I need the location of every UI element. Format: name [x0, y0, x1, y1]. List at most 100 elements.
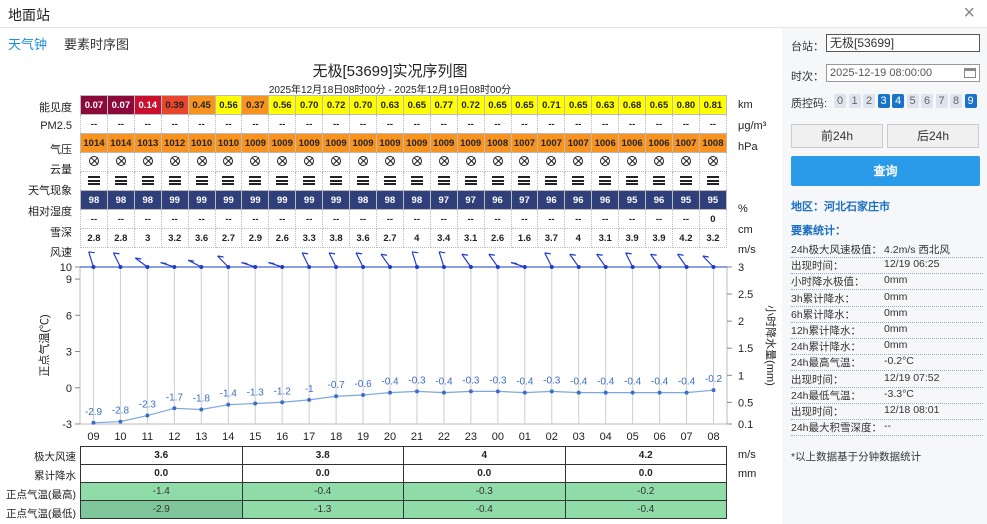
- pressure-cell: 1014: [80, 133, 108, 153]
- fog-icon: [679, 176, 692, 186]
- humidity-cell: 98: [349, 190, 377, 210]
- pressure-cell: 1006: [618, 133, 647, 153]
- cloud-cover-icon: [627, 155, 638, 166]
- temperature-point: [226, 402, 231, 407]
- cloud-cell: [160, 152, 189, 172]
- pm25-cell: --: [564, 114, 593, 134]
- tab-element-timeseries[interactable]: 要素时序图: [64, 37, 130, 52]
- qc-code-toggle[interactable]: 4: [892, 94, 904, 108]
- fog-icon: [168, 176, 181, 186]
- pressure-cell: 1007: [564, 133, 593, 153]
- qc-code-toggle[interactable]: 5: [906, 94, 919, 108]
- snow-cell: --: [349, 209, 377, 229]
- y2-tick-label: 1.5: [738, 343, 753, 355]
- pm25-cell: --: [160, 114, 189, 134]
- qc-code-toggle[interactable]: 8: [950, 94, 962, 108]
- humidity-cell: 99: [214, 190, 243, 210]
- next-24h-button[interactable]: 后24h: [887, 124, 979, 148]
- qc-code-toggle[interactable]: 3: [877, 94, 890, 108]
- humidity-cell: 97: [429, 190, 458, 210]
- weather-cell: [618, 171, 647, 191]
- fog-icon: [437, 176, 450, 186]
- temperature-point: [684, 390, 689, 395]
- row-label: PM2.5: [40, 119, 72, 132]
- x-tick-label: 03: [573, 431, 585, 443]
- summary-cell: -0.4: [241, 482, 404, 501]
- weather-cell: [402, 171, 431, 191]
- cloud-cell: [106, 152, 135, 172]
- temperature-point: [118, 419, 123, 424]
- pressure-cell: 1009: [268, 133, 297, 153]
- weather-cell: [187, 171, 216, 191]
- summary-cell: 0.0: [564, 464, 727, 483]
- time-input[interactable]: 2025-12-19 08:00:00: [826, 64, 980, 82]
- qc-code-toggle[interactable]: 6: [921, 94, 933, 108]
- close-icon[interactable]: ×: [963, 2, 975, 24]
- summary-cell: 3.8: [241, 446, 404, 465]
- wind-barb-dot: [253, 265, 258, 269]
- fog-icon: [706, 176, 719, 186]
- x-tick-label: 15: [249, 431, 261, 443]
- wind-barb-feather: [412, 251, 419, 254]
- wind-barb-feather: [188, 259, 195, 262]
- snow-cell: --: [618, 209, 647, 229]
- wind-barb-feather: [113, 252, 120, 255]
- wind-barb: [187, 259, 202, 268]
- fog-icon: [276, 176, 289, 186]
- cloud-cover-icon: [384, 155, 395, 166]
- wind-barb-feather: [544, 252, 551, 255]
- snow-cell: --: [483, 209, 512, 229]
- wind-cell: 4: [564, 228, 593, 248]
- cloud-cell: [241, 152, 270, 172]
- qc-code-toggle[interactable]: 0: [834, 94, 846, 108]
- qc-code-toggle[interactable]: 2: [863, 94, 875, 108]
- humidity-cell: 98: [402, 190, 431, 210]
- weather-cell: [80, 171, 108, 191]
- visibility-cell: 0.56: [268, 95, 297, 115]
- stat-key: 小时降水极值：: [791, 276, 865, 289]
- query-button[interactable]: 查询: [791, 156, 980, 186]
- x-tick-label: 19: [357, 431, 369, 443]
- temperature-point: [388, 390, 393, 395]
- pm25-cell: --: [80, 114, 108, 134]
- wind-cell: 3.9: [645, 228, 673, 248]
- temperature-data-label: -1: [305, 384, 314, 395]
- humidity-cell: 99: [268, 190, 297, 210]
- stat-value: 0mm: [884, 323, 908, 335]
- fog-icon: [545, 176, 558, 186]
- wind-barb-dot: [307, 265, 312, 269]
- tab-weather-clock[interactable]: 天气钟: [8, 37, 48, 52]
- calendar-icon[interactable]: [964, 68, 976, 78]
- x-tick-label: 14: [222, 431, 234, 443]
- wind-barb: [461, 253, 472, 268]
- x-tick-label: 20: [384, 431, 396, 443]
- qc-code-toggle[interactable]: 1: [848, 94, 861, 108]
- qc-label: 质控码:: [791, 98, 828, 110]
- pm25-cell: --: [456, 114, 485, 134]
- weather-cell: [456, 171, 485, 191]
- summary-cell: -0.4: [403, 500, 566, 519]
- x-tick-label: 17: [303, 431, 315, 443]
- pressure-cell: 1009: [322, 133, 351, 153]
- snow-cell: --: [671, 209, 700, 229]
- region-text: 地区：河北石家庄市: [791, 201, 890, 213]
- humidity-cell: 99: [241, 190, 270, 210]
- qc-code-toggle[interactable]: 9: [964, 94, 977, 108]
- temperature-data-label: -1.4: [220, 389, 238, 400]
- stat-item: 6h累计降水： 0mm: [791, 307, 983, 323]
- snow-cell: --: [80, 209, 108, 229]
- wind-barb-dot: [91, 265, 96, 269]
- pm25-cell: --: [537, 114, 566, 134]
- temperature-data-label: -1.8: [193, 394, 211, 405]
- x-tick-label: 13: [195, 431, 207, 443]
- cloud-cover-icon: [573, 155, 584, 166]
- temperature-data-label: -0.4: [624, 377, 642, 388]
- y-axis-label: 正点气温(℃): [37, 314, 51, 376]
- pm25-cell: --: [349, 114, 377, 134]
- stat-item: 24h最低气温： -3.3°C: [791, 388, 983, 404]
- humidity-cell: 97: [510, 190, 539, 210]
- station-input[interactable]: 无极[53699]: [826, 34, 980, 52]
- pressure-cell: 1009: [375, 133, 404, 153]
- qc-code-toggle[interactable]: 7: [935, 94, 948, 108]
- prev-24h-button[interactable]: 前24h: [791, 124, 883, 148]
